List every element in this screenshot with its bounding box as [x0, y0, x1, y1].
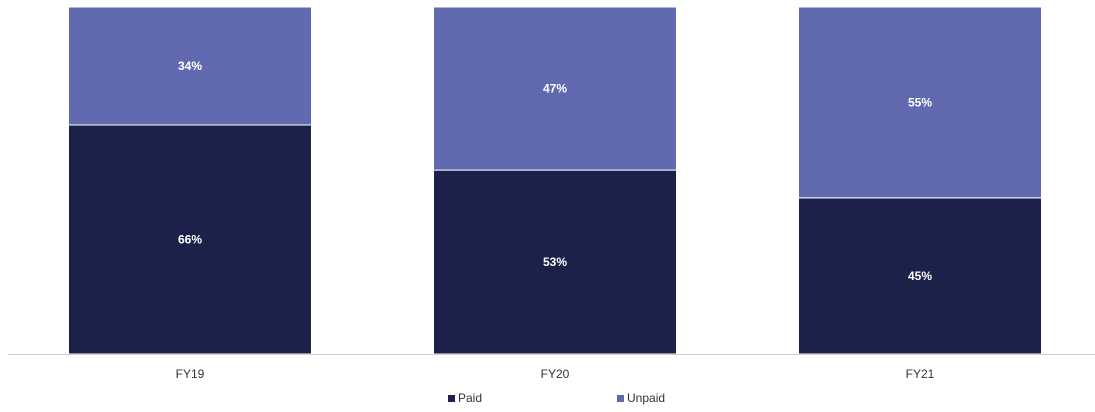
- legend: Paid Unpaid: [448, 391, 665, 405]
- bar-segment-paid-fy19: [68, 124, 312, 355]
- legend-swatch-unpaid: [617, 395, 624, 402]
- x-tick-label-fy21: FY21: [906, 367, 935, 381]
- bar-segment-unpaid-fy21: [798, 6, 1042, 199]
- data-label-paid-fy19: 66%: [178, 232, 202, 246]
- legend-item-unpaid: Unpaid: [617, 391, 665, 405]
- legend-label-unpaid: Unpaid: [627, 391, 665, 405]
- data-label-unpaid-fy19: 34%: [178, 59, 202, 73]
- legend-item-paid: Paid: [448, 391, 482, 405]
- bars-group: 66% 34% 53% 47% 45% 55%: [68, 6, 1042, 355]
- data-label-paid-fy20: 53%: [543, 255, 567, 269]
- data-label-paid-fy21: 45%: [908, 269, 932, 283]
- bar-segment-unpaid-fy19: [68, 6, 312, 126]
- data-label-unpaid-fy21: 55%: [908, 95, 932, 109]
- bar-segment-unpaid-fy20: [433, 6, 677, 171]
- x-tick-label-fy19: FY19: [176, 367, 205, 381]
- data-label-unpaid-fy20: 47%: [543, 82, 567, 96]
- x-tick-labels: FY19 FY20 FY21: [176, 367, 935, 381]
- legend-label-paid: Paid: [458, 391, 482, 405]
- legend-swatch-paid: [448, 395, 455, 402]
- x-tick-label-fy20: FY20: [541, 367, 570, 381]
- bar-segment-paid-fy21: [798, 197, 1042, 355]
